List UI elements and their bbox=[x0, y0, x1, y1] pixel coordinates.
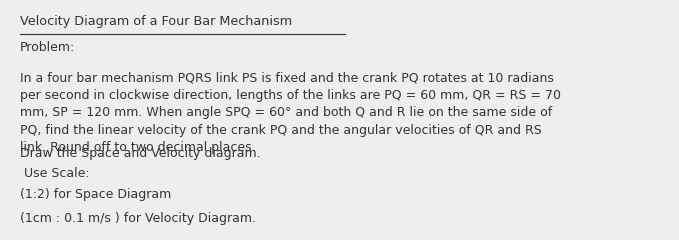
Text: Use Scale:: Use Scale: bbox=[20, 168, 90, 180]
Text: Velocity Diagram of a Four Bar Mechanism: Velocity Diagram of a Four Bar Mechanism bbox=[20, 15, 293, 28]
Text: (1cm : 0.1 m/s ) for Velocity Diagram.: (1cm : 0.1 m/s ) for Velocity Diagram. bbox=[20, 211, 256, 224]
Text: Problem:: Problem: bbox=[20, 41, 75, 54]
Text: (1:2) for Space Diagram: (1:2) for Space Diagram bbox=[20, 188, 172, 201]
Text: Draw the Space and Velocity diagram.: Draw the Space and Velocity diagram. bbox=[20, 147, 261, 160]
Text: In a four bar mechanism PQRS link PS is fixed and the crank PQ rotates at 10 rad: In a four bar mechanism PQRS link PS is … bbox=[20, 71, 562, 154]
